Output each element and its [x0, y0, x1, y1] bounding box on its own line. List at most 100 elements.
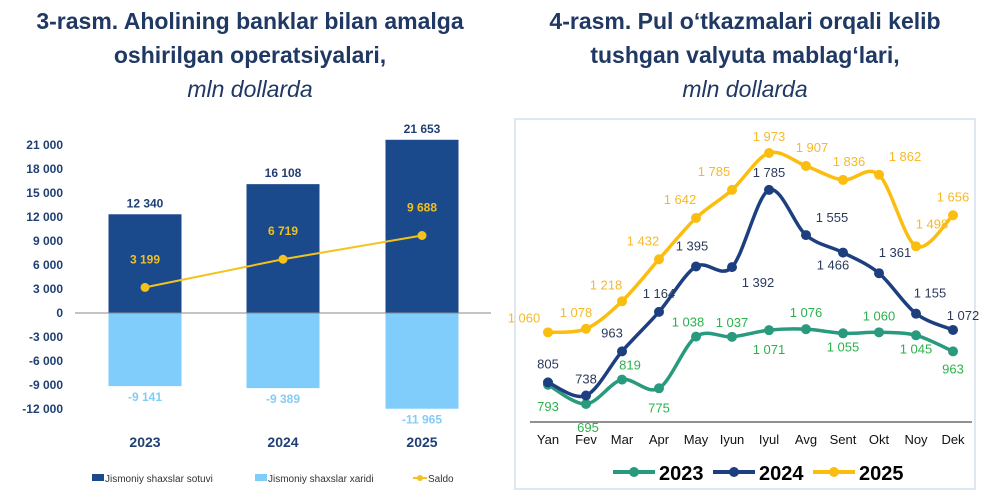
- data-point-2023: [874, 327, 884, 338]
- data-point-2025: [654, 254, 664, 265]
- series-line-2024: [547, 188, 954, 399]
- data-label-2025: 1 862: [889, 149, 922, 164]
- bar-xaridi: [246, 313, 320, 389]
- legend-marker-saldo: [417, 475, 423, 481]
- y-tick-label: -6 000: [29, 354, 63, 368]
- y-tick-label: 18 000: [26, 162, 63, 176]
- bar-sotuvi: [108, 214, 182, 313]
- chart-2-panel: [514, 118, 976, 490]
- data-label-2024: 805: [537, 356, 559, 371]
- x-tick-label: 2023: [129, 434, 160, 450]
- data-label-saldo: 3 199: [130, 252, 160, 266]
- y-tick-label: -9 000: [29, 378, 63, 392]
- saldo-point: [417, 230, 427, 240]
- legend-label-xaridi: Jismoniy shaxslar xaridi: [268, 474, 374, 485]
- data-label-2023: 793: [537, 399, 559, 414]
- data-label-2025: 1 218: [590, 277, 623, 292]
- data-label-2025: 1 498: [916, 216, 949, 231]
- data-label-2023: 1 045: [900, 341, 933, 356]
- data-point-2025: [543, 327, 553, 338]
- y-tick-label: -12 000: [22, 402, 63, 416]
- data-point-2023: [948, 346, 958, 357]
- data-label-sotuvi: 16 108: [265, 166, 302, 180]
- y-tick-label: 12 000: [26, 210, 63, 224]
- legend-label-2025: 2025: [859, 463, 904, 485]
- series-line-2025: [547, 150, 955, 335]
- data-label-2023: 1 037: [716, 315, 749, 330]
- data-label-2024: 738: [575, 372, 597, 387]
- x-tick-label: Sent: [830, 432, 857, 447]
- data-label-2025: 1 836: [833, 154, 866, 169]
- data-point-2024: [911, 308, 921, 319]
- chart-1-unit: mln dollarda: [187, 76, 313, 102]
- data-point-2023: [764, 325, 774, 336]
- x-tick-label: Okt: [869, 432, 890, 447]
- y-tick-label: 6 000: [33, 258, 63, 272]
- legend-marker-2025: [829, 467, 839, 477]
- data-point-2024: [543, 377, 553, 388]
- data-label-saldo: 6 719: [268, 224, 298, 238]
- legend-swatch-sotuvi: [92, 474, 104, 481]
- data-label-2025: 1 060: [508, 310, 541, 325]
- data-point-2025: [691, 213, 701, 224]
- data-label-2024: 1 555: [816, 210, 849, 225]
- data-label-2023: 1 076: [790, 305, 823, 320]
- data-point-2025: [838, 174, 848, 185]
- data-label-2024: 1 164: [643, 286, 676, 301]
- data-point-2024: [764, 184, 774, 195]
- data-label-xaridi: -9 389: [266, 392, 300, 406]
- y-tick-label: 9 000: [33, 234, 63, 248]
- data-label-2023: 963: [942, 361, 964, 376]
- data-point-2024: [727, 262, 737, 273]
- data-label-2024: 1 072: [947, 308, 980, 323]
- y-tick-label: 15 000: [26, 186, 63, 200]
- data-label-2024: 963: [601, 325, 623, 340]
- chart-2-title-text: 4-rasm. Pul o‘tkazmalari orqali kelib tu…: [549, 8, 941, 68]
- data-point-2025: [801, 160, 811, 171]
- data-label-2024: 1 392: [742, 275, 775, 290]
- data-label-2023: 775: [648, 400, 670, 415]
- legend-swatch-xaridi: [255, 474, 267, 481]
- y-tick-label: 3 000: [33, 282, 63, 296]
- x-tick-label: Noy: [904, 432, 928, 447]
- bar-sotuvi: [246, 184, 320, 313]
- data-label-sotuvi: 12 340: [127, 196, 164, 210]
- data-label-xaridi: -9 141: [128, 390, 162, 404]
- chart-2-unit: mln dollarda: [682, 76, 808, 102]
- x-tick-label: Yan: [537, 432, 559, 447]
- x-tick-label: 2024: [267, 434, 298, 450]
- data-label-2023: 1 071: [753, 342, 786, 357]
- data-label-xaridi: -11 965: [402, 413, 442, 427]
- data-point-2025: [617, 296, 627, 307]
- data-point-2023: [691, 331, 701, 342]
- data-point-2023: [838, 328, 848, 339]
- data-label-2025: 1 907: [796, 140, 829, 155]
- data-point-2025: [727, 184, 737, 195]
- data-label-2025: 1 785: [698, 164, 731, 179]
- data-point-2024: [581, 390, 591, 401]
- x-tick-label: Avg: [795, 432, 817, 447]
- data-point-2023: [654, 383, 664, 394]
- data-label-2023: 1 060: [863, 308, 896, 323]
- bar-xaridi: [385, 313, 459, 409]
- data-label-2023: 819: [619, 358, 641, 373]
- data-point-2023: [911, 330, 921, 341]
- saldo-point: [140, 282, 150, 292]
- data-label-2025: 1 078: [560, 305, 593, 320]
- data-point-2023: [727, 331, 737, 342]
- y-tick-label: -3 000: [29, 330, 63, 344]
- data-point-2024: [801, 230, 811, 241]
- bar-sotuvi: [385, 139, 459, 313]
- legend-label-2024: 2024: [759, 463, 804, 485]
- data-label-sotuvi: 21 653: [404, 122, 441, 136]
- data-point-2024: [948, 324, 958, 335]
- data-point-2023: [801, 324, 811, 335]
- data-point-2024: [617, 346, 627, 357]
- legend-marker-2024: [729, 467, 739, 477]
- data-point-2025: [911, 241, 921, 252]
- data-point-2025: [764, 148, 774, 158]
- data-label-2023: 1 038: [672, 315, 705, 330]
- data-point-2025: [581, 323, 591, 334]
- data-point-2025: [948, 210, 958, 221]
- data-point-2024: [654, 306, 664, 317]
